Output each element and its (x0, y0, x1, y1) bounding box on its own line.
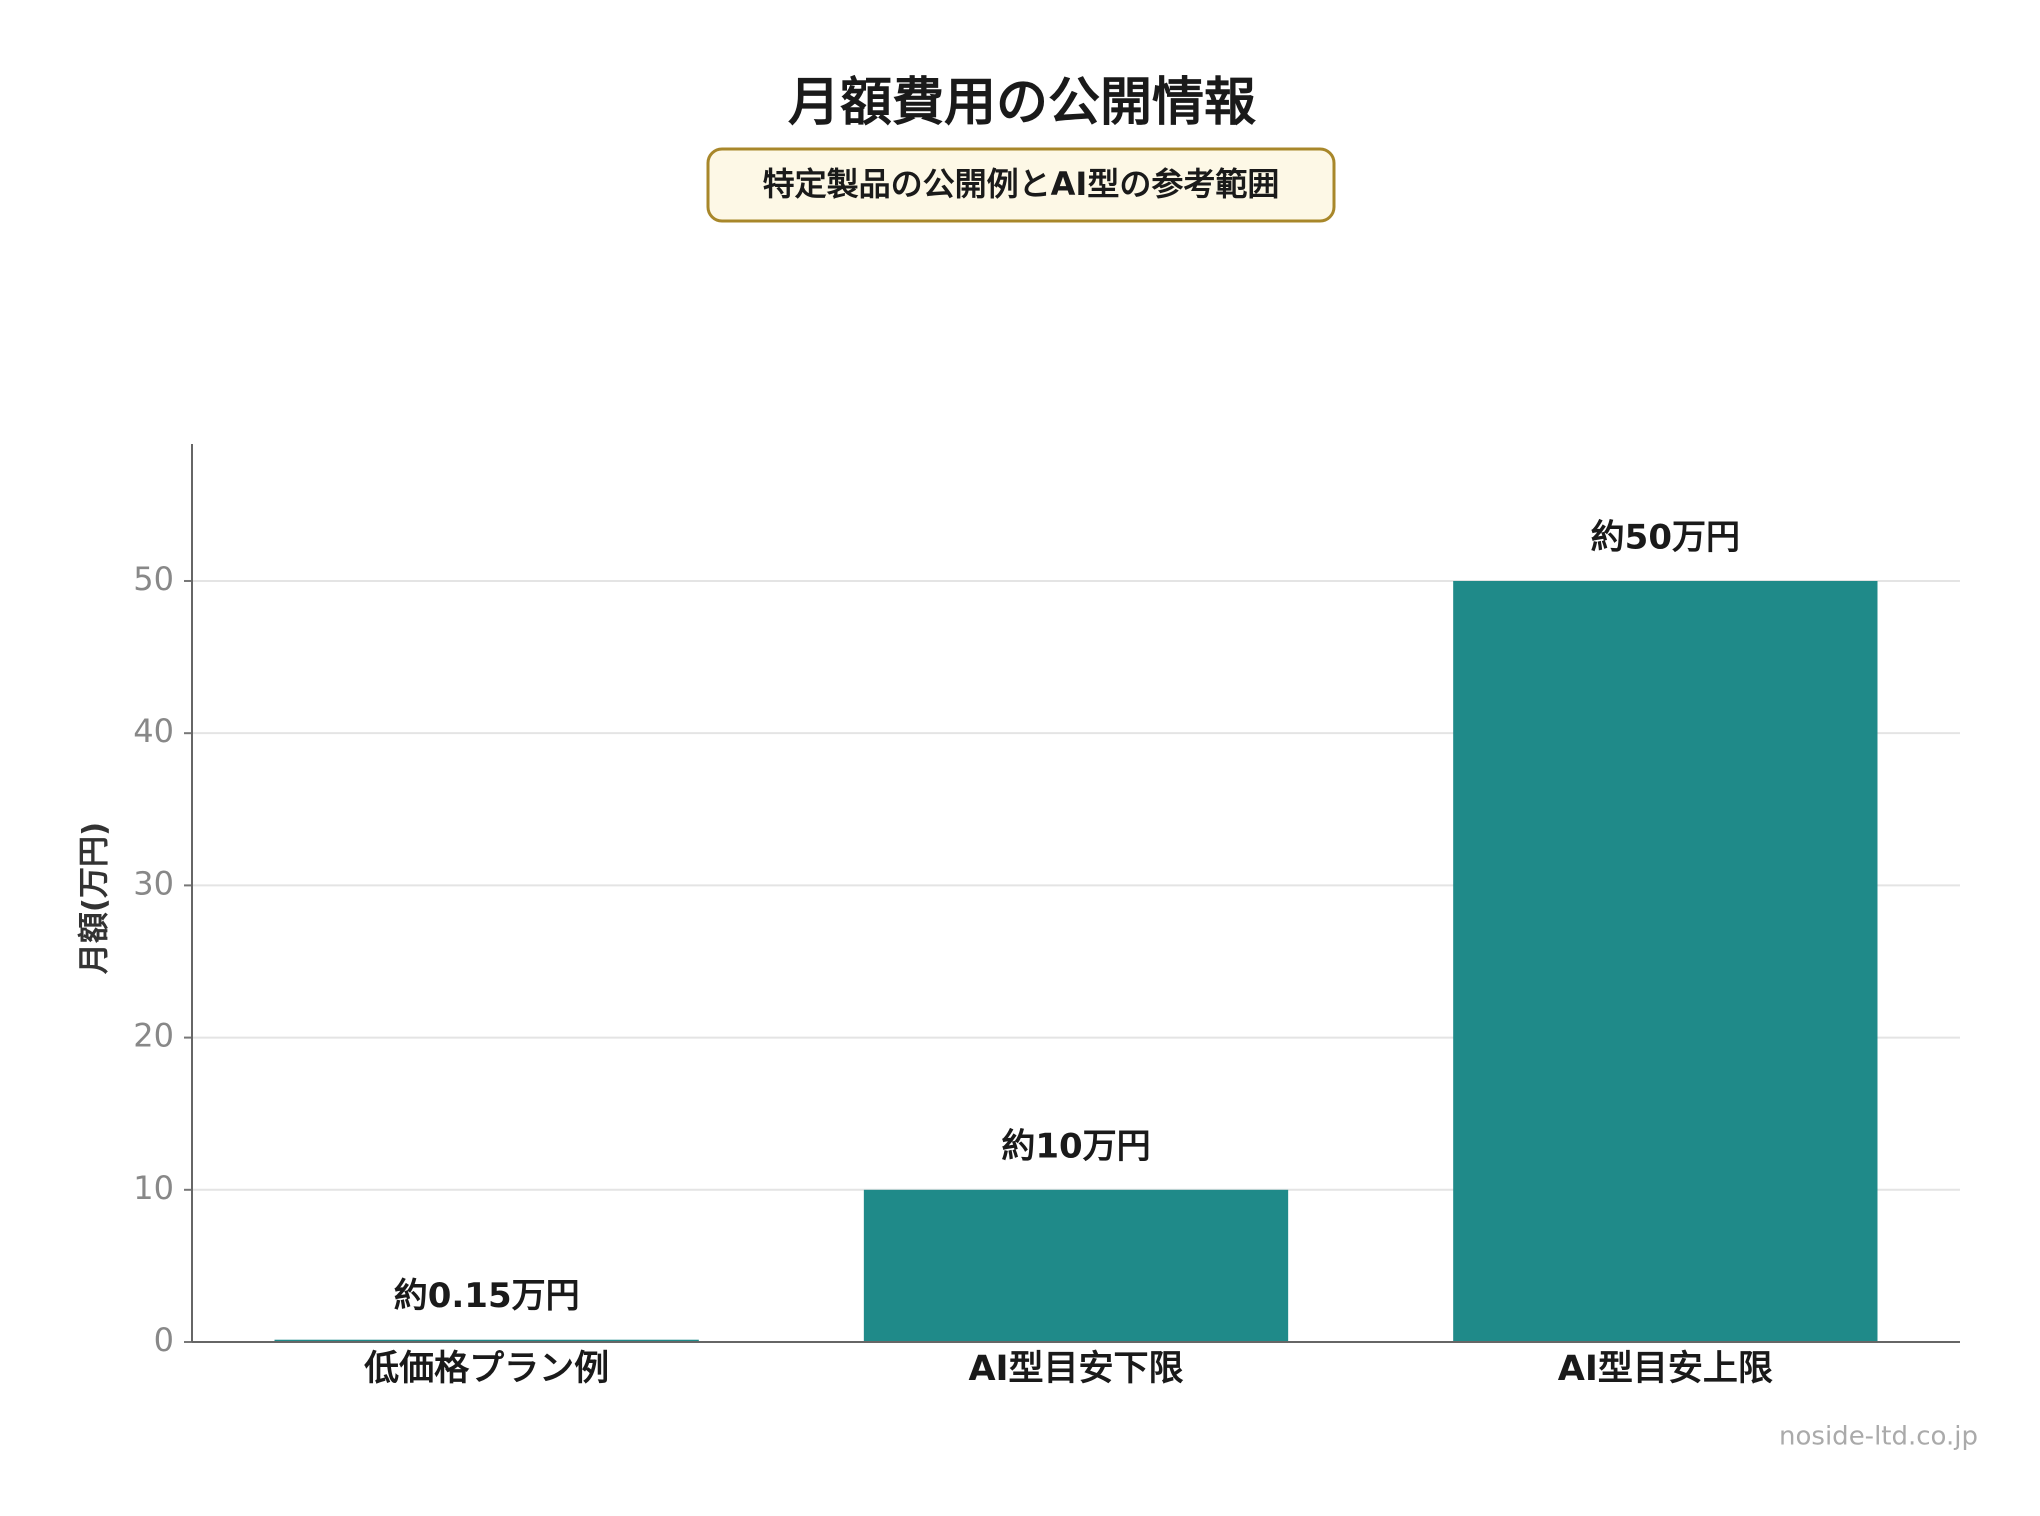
y-tick-label: 20 (133, 1017, 174, 1055)
x-tick-label: 低価格プラン例 (364, 1349, 609, 1389)
bar (274, 1339, 699, 1342)
x-tick-label: AI型目安下限 (968, 1349, 1183, 1389)
y-axis-label: 月額(万円) (77, 822, 113, 974)
y-tick-label: 0 (154, 1321, 174, 1359)
bar (1453, 580, 1878, 1342)
chart-subtitle: 特定製品の公開例とAI型の参考範囲 (763, 165, 1280, 203)
value-label: 約0.15万円 (394, 1276, 580, 1316)
y-tick-label: 30 (133, 864, 174, 902)
value-label: 約50万円 (1591, 517, 1740, 557)
y-tick-label: 10 (133, 1169, 174, 1207)
y-tick-label: 40 (133, 712, 174, 750)
watermark: noside-ltd.co.jp (1779, 1422, 1978, 1452)
value-label: 約10万円 (1001, 1126, 1150, 1166)
bar (863, 1189, 1289, 1342)
y-tick-label: 50 (133, 560, 174, 598)
chart-title: 月額費用の公開情報 (788, 73, 1256, 133)
x-tick-label: AI型目安上限 (1558, 1349, 1773, 1389)
subtitle-box (706, 147, 1336, 223)
